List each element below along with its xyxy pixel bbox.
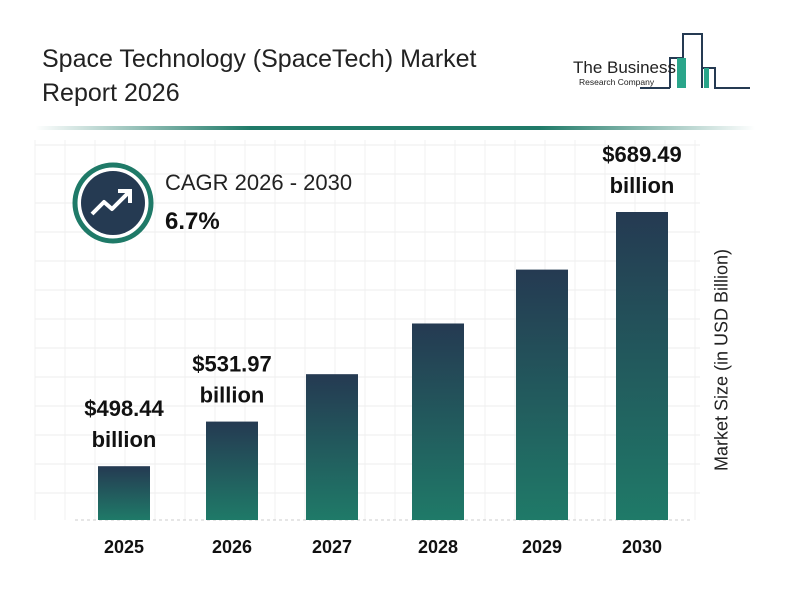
- bar-2027: [306, 374, 358, 520]
- page-title: Space Technology (SpaceTech) Market Repo…: [42, 45, 477, 107]
- y-axis-label: Market Size (in USD Billion): [711, 248, 732, 472]
- x-tick-label: 2030: [622, 537, 662, 557]
- data-label: $531.97 billion: [192, 352, 272, 408]
- x-tick-label: 2026: [212, 537, 252, 557]
- logo-subtext: Research Company: [579, 77, 655, 87]
- bar-2030: [616, 212, 668, 520]
- divider: [35, 126, 755, 130]
- company-logo: The Business Research Company: [565, 32, 755, 92]
- bar-2029: [516, 269, 568, 520]
- cagr-label: CAGR 2026 - 2030: [165, 170, 353, 195]
- x-tick-label: 2029: [522, 537, 562, 557]
- bar-2026: [206, 421, 258, 520]
- bar-2028: [412, 323, 464, 520]
- logo-text: The Business: [573, 58, 676, 77]
- bar-2025: [98, 466, 150, 520]
- cagr-value: 6.7%: [165, 208, 220, 235]
- data-label: $689.49 billion: [602, 142, 682, 198]
- logo-buildings-icon: [640, 33, 750, 89]
- x-tick-label: 2028: [418, 537, 458, 557]
- x-tick-label: 2027: [312, 537, 352, 557]
- x-tick-label: 2025: [104, 537, 144, 557]
- trend-up-arrow-icon: [72, 162, 154, 244]
- data-label: $498.44 billion: [84, 396, 164, 452]
